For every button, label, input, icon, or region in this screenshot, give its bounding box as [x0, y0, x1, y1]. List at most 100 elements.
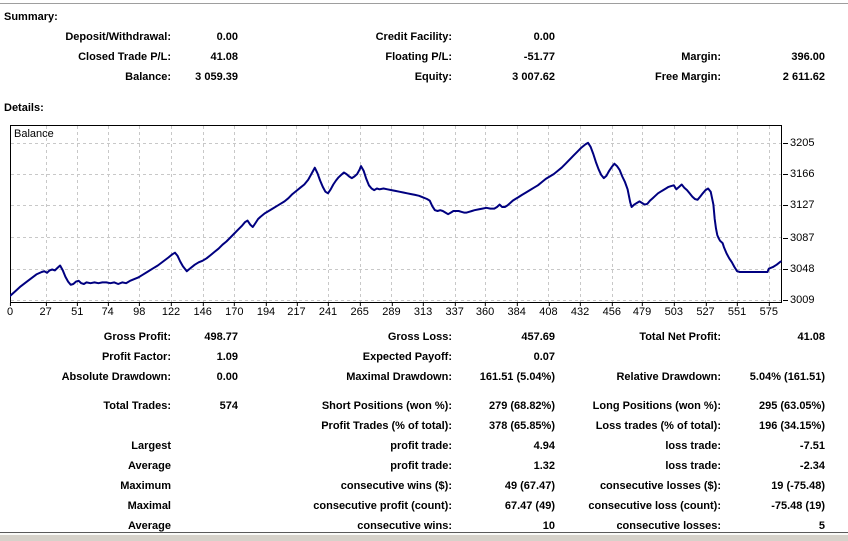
stat-label: consecutive profit (count): — [313, 500, 452, 512]
stats-row: Largest profit trade: 4.94 loss trade: -… — [0, 436, 848, 456]
stat-label: consecutive wins: — [357, 520, 452, 532]
stats-row: Maximum consecutive wins ($): 49 (67.47)… — [0, 476, 848, 496]
summary-table: Deposit/Withdrawal: 0.00 Credit Facility… — [0, 27, 848, 87]
x-tick-label: 98 — [133, 303, 146, 318]
x-tick-label: 551 — [727, 303, 747, 318]
stat-label: Average — [127, 460, 171, 472]
stat-label: profit trade: — [390, 460, 452, 472]
stat-value: 0.00 — [216, 371, 238, 383]
stat-value: 295 (63.05%) — [758, 400, 825, 412]
x-tick-label: 408 — [539, 303, 558, 318]
stat-label: consecutive loss (count): — [588, 500, 721, 512]
stat-label: Profit Trades (% of total): — [321, 420, 452, 432]
stats-row: Average profit trade: 1.32 loss trade: -… — [0, 456, 848, 476]
x-tick-label: 146 — [193, 303, 212, 318]
stat-value: -7.51 — [799, 440, 825, 452]
stat-value: 3 059.39 — [195, 71, 238, 83]
stat-value: 161.51 (5.04%) — [479, 371, 555, 383]
stat-value: 574 — [219, 400, 238, 412]
x-tick-label: 51 — [71, 303, 84, 318]
x-tick-label: 384 — [507, 303, 526, 318]
chart-series-label: Balance — [14, 128, 54, 140]
stat-label: Balance: — [125, 71, 171, 83]
y-tick-label: 3166 — [782, 168, 815, 181]
x-tick-label: 265 — [350, 303, 369, 318]
stat-value: 279 (68.82%) — [488, 400, 555, 412]
stat-value: 5 — [818, 520, 825, 532]
stat-label: Margin: — [681, 51, 721, 63]
stats-row: Profit Trades (% of total): 378 (65.85%)… — [0, 416, 848, 436]
stat-label: Short Positions (won %): — [321, 400, 452, 412]
stat-label: consecutive losses ($): — [599, 480, 721, 492]
balance-chart-canvas[interactable] — [9, 125, 782, 303]
stat-label: Closed Trade P/L: — [78, 51, 171, 63]
summary-row: Deposit/Withdrawal: 0.00 Credit Facility… — [0, 27, 848, 47]
stat-value: -2.34 — [799, 460, 825, 472]
stats-row: Average consecutive wins: 10 consecutive… — [0, 516, 848, 536]
stat-value: 41.08 — [797, 331, 825, 343]
stat-value: 10 — [542, 520, 555, 532]
details-table-bottom: Total Trades: 574 Short Positions (won %… — [0, 396, 848, 536]
stat-label: Absolute Drawdown: — [61, 371, 171, 383]
stat-label: consecutive wins ($): — [340, 480, 452, 492]
x-tick-label: 527 — [696, 303, 715, 318]
stat-value: 5.04% (161.51) — [749, 371, 825, 383]
x-tick-label: 217 — [287, 303, 306, 318]
top-divider — [0, 3, 848, 4]
stat-value: 457.69 — [521, 331, 555, 343]
stat-value: 378 (65.85%) — [488, 420, 555, 432]
balance-chart[interactable]: Balance — [9, 125, 782, 303]
details-table-top: Gross Profit: 498.77 Gross Loss: 457.69 … — [0, 327, 848, 387]
x-tick-label: 337 — [445, 303, 464, 318]
stat-label: Long Positions (won %): — [592, 400, 721, 412]
stat-value: 2 611.62 — [782, 71, 825, 83]
stat-value: 498.77 — [204, 331, 238, 343]
stat-label: Gross Profit: — [103, 331, 171, 343]
y-axis-tick-labels: 3009 3048 3087 3127 3166 3205 — [782, 125, 846, 313]
stat-value: -75.48 (19) — [771, 500, 825, 512]
x-tick-label: 479 — [632, 303, 652, 318]
y-tick-label: 3048 — [782, 262, 815, 275]
summary-row: Closed Trade P/L: 41.08 Floating P/L: -5… — [0, 47, 848, 67]
x-tick-label: 194 — [256, 303, 276, 318]
stat-value: 41.08 — [210, 51, 238, 63]
stat-value: 4.94 — [533, 440, 555, 452]
window-edge — [0, 535, 848, 541]
y-tick-label: 3127 — [782, 199, 815, 212]
stat-label: Relative Drawdown: — [616, 371, 721, 383]
stat-value: 49 (67.47) — [504, 480, 555, 492]
summary-row: Balance: 3 059.39 Equity: 3 007.62 Free … — [0, 67, 848, 87]
stat-label: profit trade: — [390, 440, 452, 452]
stat-value: 3 007.62 — [512, 71, 555, 83]
details-heading: Details: — [4, 102, 44, 114]
stat-label: Largest — [131, 440, 171, 452]
stat-value: 0.00 — [216, 31, 238, 43]
stats-row: Gross Profit: 498.77 Gross Loss: 457.69 … — [0, 327, 848, 347]
stat-label: Total Trades: — [103, 400, 171, 412]
x-axis-tick-labels: 0 27 51 74 98 122 146 170 194 217 241 265 289 313 337 3… — [6, 303, 800, 319]
stat-value: 1.32 — [533, 460, 555, 472]
stat-label: consecutive losses: — [616, 520, 721, 532]
x-tick-label: 360 — [475, 303, 495, 318]
x-tick-label: 0 — [6, 303, 14, 318]
x-tick-label: 289 — [382, 303, 401, 318]
x-tick-label: 27 — [39, 303, 52, 318]
x-tick-label: 170 — [225, 303, 244, 318]
x-tick-label: 241 — [318, 303, 338, 318]
stat-label: Floating P/L: — [385, 51, 452, 63]
stat-value: 19 (-75.48) — [771, 480, 825, 492]
stat-value: 67.47 (49) — [504, 500, 555, 512]
summary-heading: Summary: — [4, 11, 58, 23]
stat-value: -51.77 — [523, 51, 555, 63]
stat-label: Average — [127, 520, 171, 532]
stat-label: Deposit/Withdrawal: — [65, 31, 171, 43]
stat-label: Gross Loss: — [387, 331, 452, 343]
stat-value: 196 (34.15%) — [758, 420, 825, 432]
stat-value: 1.09 — [216, 351, 238, 363]
bottom-edge-hilite — [0, 533, 848, 535]
stats-row: Profit Factor: 1.09 Expected Payoff: 0.0… — [0, 347, 848, 367]
y-tick-label: 3087 — [782, 231, 815, 244]
x-tick-label: 122 — [161, 303, 181, 318]
y-tick-label: 3009 — [782, 294, 815, 306]
